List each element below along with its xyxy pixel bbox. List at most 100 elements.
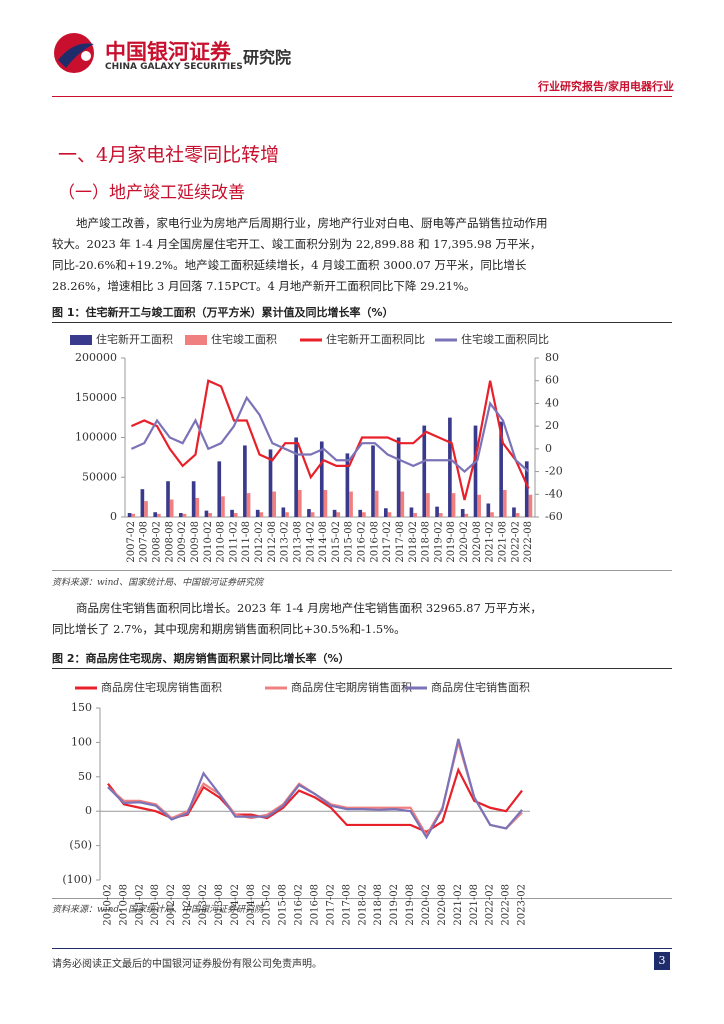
- series-line: [107, 767, 523, 834]
- bar: [515, 513, 520, 517]
- bar: [400, 491, 405, 517]
- bar: [319, 441, 324, 517]
- x-tick-label: 2011-02: [134, 884, 145, 926]
- legend-label: 商品房住宅期房销售面积: [291, 680, 412, 694]
- x-tick-label: 2010-02: [102, 884, 113, 926]
- report-type: 行业研究报告/家用电器行业: [537, 80, 674, 93]
- bar: [153, 512, 158, 517]
- bar: [336, 512, 341, 517]
- x-tick-label: 2016-08: [369, 521, 380, 563]
- bar: [409, 507, 414, 517]
- y2-tick-label: -60: [545, 510, 563, 523]
- bar: [387, 512, 392, 517]
- bar: [182, 513, 187, 517]
- x-tick-label: 2022-08: [523, 521, 534, 563]
- bar: [208, 513, 212, 517]
- x-tick-label: 2016-08: [310, 884, 321, 926]
- footer-rule: [52, 948, 672, 949]
- bar: [285, 512, 289, 517]
- bar: [268, 449, 273, 517]
- bar: [255, 509, 260, 517]
- page-number: 3: [654, 952, 670, 970]
- x-tick-label: 2019-02: [433, 521, 444, 563]
- bar: [426, 493, 430, 517]
- y2-tick-label: 0: [545, 442, 552, 455]
- header-rule: [52, 96, 672, 97]
- x-tick-label: 2017-08: [341, 884, 352, 926]
- legend-swatch: [185, 335, 207, 345]
- x-tick-label: 2017-02: [325, 884, 336, 926]
- legend-label: 商品房住宅销售面积: [431, 680, 530, 694]
- bar: [512, 507, 516, 517]
- figure-rule: [52, 668, 672, 669]
- bar: [422, 425, 427, 517]
- bar: [486, 503, 491, 517]
- bar: [157, 513, 161, 517]
- x-tick-label: 2014-02: [305, 521, 316, 563]
- x-tick-label: 2023-02: [517, 884, 528, 926]
- x-tick-label: 2009-02: [177, 521, 188, 563]
- bar: [272, 491, 277, 517]
- bar: [477, 494, 482, 517]
- x-tick-label: 2022-02: [510, 521, 521, 563]
- y2-tick-label: -40: [545, 487, 563, 500]
- x-tick-label: 2010-08: [216, 521, 227, 563]
- bar: [230, 509, 234, 517]
- x-tick-label: 2019-02: [389, 884, 400, 926]
- bar: [396, 437, 401, 517]
- x-tick-label: 2010-08: [118, 884, 129, 926]
- bar: [259, 512, 264, 517]
- bar: [383, 508, 388, 517]
- bar: [281, 507, 286, 517]
- x-tick-label: 2017-08: [395, 521, 406, 563]
- y-tick-label: 0: [110, 510, 117, 523]
- x-tick-label: 2021-02: [453, 884, 464, 926]
- logo-icon: [54, 33, 94, 73]
- figure-rule: [52, 898, 672, 899]
- x-tick-label: 2007-02: [126, 521, 137, 563]
- bar: [195, 497, 200, 517]
- bar: [294, 437, 298, 517]
- x-tick-label: 2013-08: [214, 884, 225, 926]
- x-tick-label: 2021-08: [497, 521, 508, 563]
- y-tick-label: 150000: [75, 391, 117, 404]
- x-tick-label: 2015-02: [331, 521, 342, 563]
- x-tick-label: 2019-08: [405, 884, 416, 926]
- bar: [473, 425, 478, 517]
- y-tick-label: (50): [69, 839, 92, 852]
- figure-title: 图 2：商品房住宅现房、期房销售面积累计同比增长率（%）: [52, 652, 350, 665]
- bar: [221, 496, 225, 517]
- x-tick-label: 2008-08: [164, 521, 175, 563]
- x-tick-label: 2020-02: [421, 884, 432, 926]
- bar: [464, 513, 469, 517]
- source: 资料来源：wind、国家统计局、中国银河证券研究院: [52, 905, 264, 915]
- x-tick-label: 2015-08: [344, 521, 355, 563]
- disclaimer: 请务必阅读正文最后的中国银河证券股份有限公司免责声明。: [52, 959, 322, 970]
- y-tick-label: 100000: [75, 431, 117, 444]
- x-tick-label: 2012-02: [166, 884, 177, 926]
- bar: [438, 513, 443, 517]
- x-tick-label: 2007-08: [139, 521, 150, 563]
- figure-rule: [52, 322, 672, 323]
- x-tick-label: 2011-02: [228, 521, 239, 563]
- bar: [307, 509, 311, 517]
- y-tick-label: 200000: [75, 351, 117, 364]
- legend-label: 商品房住宅现房销售面积: [101, 680, 222, 694]
- bar: [499, 421, 503, 517]
- source: 资料来源：wind、国家统计局、中国银河证券研究院: [52, 578, 264, 588]
- paragraph: 地产竣工改善，家电行业为房地产后周期行业，房地产行业对白电、厨电等产品销售拉动作…: [52, 216, 548, 293]
- x-tick-label: 2012-08: [182, 884, 193, 926]
- bar: [524, 461, 529, 517]
- bar: [204, 510, 209, 517]
- bar: [310, 512, 315, 517]
- bar: [460, 509, 465, 517]
- y-tick-label: 50: [78, 770, 92, 783]
- x-tick-label: 2014-08: [318, 521, 329, 563]
- legend-swatch: [70, 335, 92, 345]
- bar: [233, 513, 238, 517]
- y2-tick-label: 60: [545, 374, 559, 387]
- series-line: [107, 738, 523, 840]
- y-tick-label: 0: [85, 804, 92, 817]
